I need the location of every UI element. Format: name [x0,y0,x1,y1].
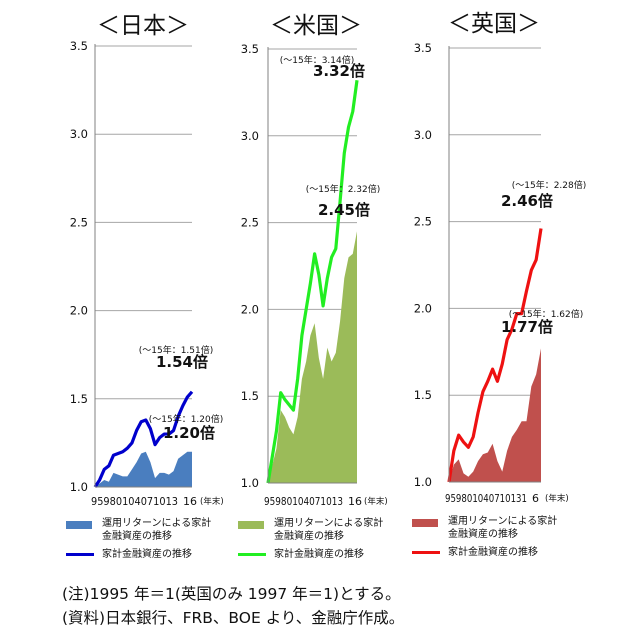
line-series-uk [447,228,543,483]
y-tick-label-japan: 1.5 [70,392,88,406]
legend-line-swatch-japan [66,553,94,556]
y-tick-label-usa: 2.0 [241,302,259,316]
x-tick-last-uk: 6 [532,492,539,505]
y-tick-label-uk: 1.0 [414,475,432,489]
y-tick-label-japan: 3.5 [70,39,88,53]
line-series-usa [266,80,359,484]
annotation-small-usa: (～15年：3.14倍) [280,54,355,66]
area-series-usa [268,231,357,483]
annotation-value-uk: 1.77倍 [501,318,553,336]
y-tick-label-japan: 2.5 [70,215,88,229]
annotation-small-usa: (～15年：2.32倍) [306,183,381,195]
legend-line-label-uk: 家計金融資産の推移 [448,547,538,558]
note-source: (資料)日本銀行、FRB、BOE より、金融庁作成。 [62,609,405,627]
y-tick-label-uk: 1.5 [414,388,432,402]
area-series-uk [449,348,541,482]
annotation-small-uk: (～15年：1.62倍) [509,308,584,320]
y-tick-label-japan: 3.0 [70,127,88,141]
y-tick-label-usa: 1.5 [241,389,259,403]
area-series-japan [95,451,192,487]
legend-area-label-usa: 運用リターンによる家計 金融資産の推移 [274,518,384,542]
legend-line-swatch-usa [238,553,266,556]
legend-line-label-usa: 家計金融資産の推移 [274,549,364,560]
y-tick-label-usa: 3.5 [241,42,259,56]
x-unit-label-japan: (年末) [200,496,224,507]
legend-area-swatch-japan [66,521,92,529]
y-tick-label-uk: 3.0 [414,128,432,142]
annotation-small-uk: (～15年：2.28倍) [512,179,587,191]
annotation-value-usa: 2.45倍 [318,201,370,219]
chart-title-usa: ＜米国＞ [270,13,362,39]
legend-area-label-uk: 運用リターンによる家計 金融資産の推移 [448,516,558,540]
x-unit-label-usa: (年末) [364,496,388,507]
annotation-value-usa: 3.32倍 [313,62,365,80]
y-tick-label-usa: 2.5 [241,216,259,230]
x-tick-labels-uk: 959801040710131 [445,492,527,505]
y-tick-label-usa: 3.0 [241,129,259,143]
legend-area-label-japan: 運用リターンによる家計 金融資産の推移 [102,518,212,542]
y-tick-label-uk: 3.5 [414,41,432,55]
annotation-value-japan: 1.54倍 [156,353,208,371]
x-tick-last-japan: 16 [183,495,197,508]
y-tick-label-uk: 2.5 [414,215,432,229]
legend-line-swatch-uk [412,551,440,554]
line-series-japan [93,390,194,488]
y-tick-label-usa: 1.0 [241,476,259,490]
chart-title-uk: ＜英国＞ [448,11,540,37]
y-tick-label-japan: 1.0 [70,480,88,494]
annotation-value-japan: 1.20倍 [163,424,215,442]
legend-area-swatch-usa [238,521,264,529]
annotation-small-japan: (～15年：1.51倍) [139,344,214,356]
x-tick-labels-japan: 95980104071013 [91,495,178,508]
annotation-value-uk: 2.46倍 [501,192,553,210]
legend-line-label-japan: 家計金融資産の推移 [102,549,192,560]
chart-title-japan: ＜日本＞ [97,13,189,39]
annotation-small-japan: (～15年：1.20倍) [149,413,224,425]
x-tick-labels-usa: 95980104071013 [264,495,343,508]
y-tick-label-japan: 2.0 [70,304,88,318]
x-unit-label-uk: (年末) [545,493,569,504]
note-baseline: (注)1995 年＝1(英国のみ 1997 年＝1)とする。 [62,585,401,603]
y-tick-label-uk: 2.0 [414,301,432,315]
x-tick-last-usa: 16 [348,495,362,508]
legend-area-swatch-uk [412,519,438,527]
